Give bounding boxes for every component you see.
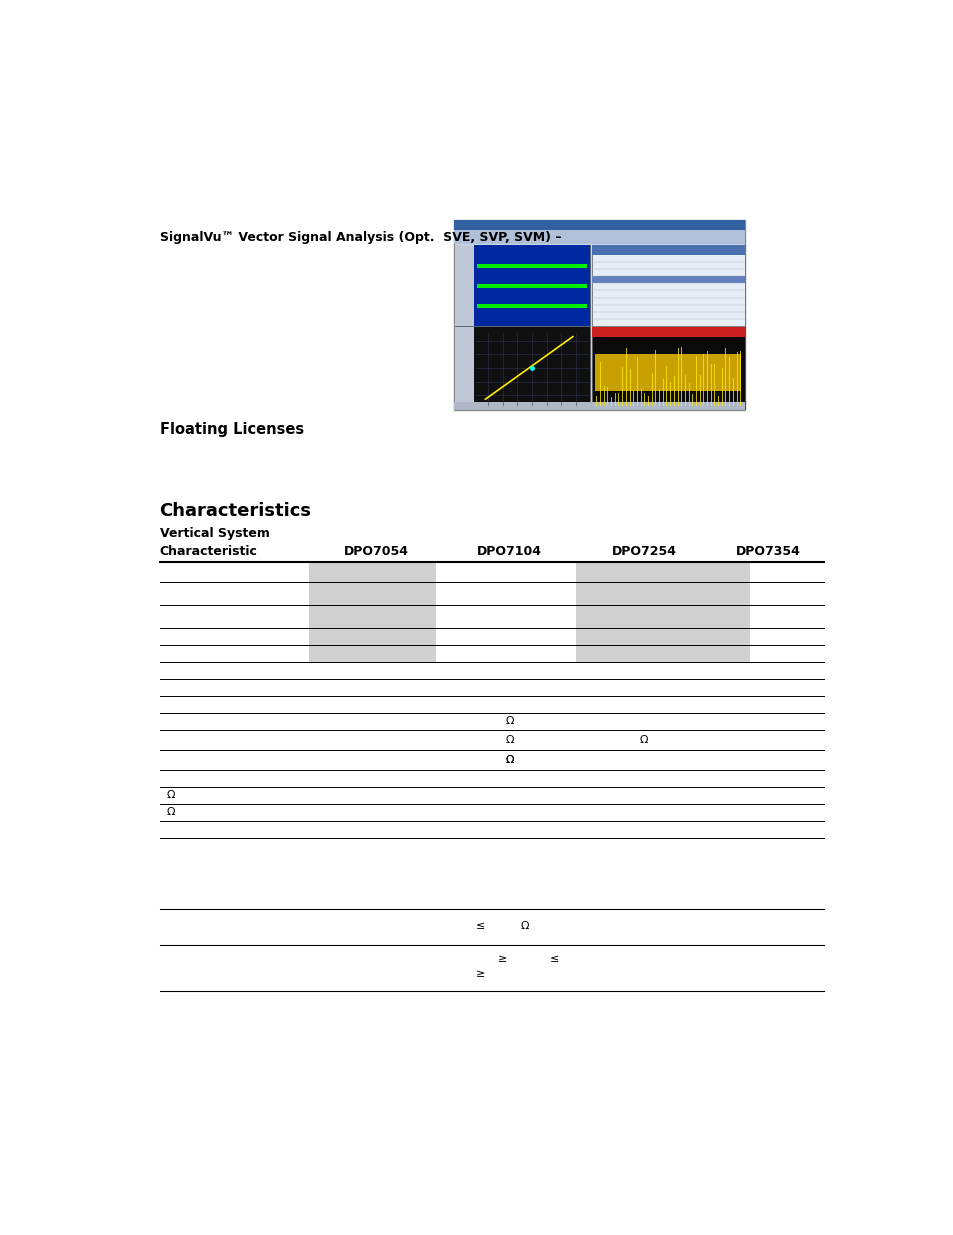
Bar bbox=[591, 327, 744, 337]
Bar bbox=[576, 582, 749, 605]
Text: ≤: ≤ bbox=[476, 921, 484, 931]
Bar bbox=[309, 562, 436, 582]
Text: DPO7054: DPO7054 bbox=[343, 545, 408, 558]
Text: DPO7254: DPO7254 bbox=[611, 545, 676, 558]
Text: Ω: Ω bbox=[167, 790, 175, 800]
Text: Vertical System: Vertical System bbox=[159, 527, 269, 540]
Text: DPO7354: DPO7354 bbox=[735, 545, 800, 558]
Bar bbox=[476, 284, 586, 288]
Bar bbox=[476, 264, 586, 268]
Bar bbox=[591, 246, 744, 256]
Text: Ω: Ω bbox=[505, 716, 514, 726]
Bar bbox=[576, 645, 749, 662]
Text: Characteristic: Characteristic bbox=[159, 545, 257, 558]
Bar bbox=[455, 246, 590, 326]
Text: Ω: Ω bbox=[167, 808, 175, 818]
Bar bbox=[309, 582, 436, 605]
Text: Ω: Ω bbox=[505, 755, 514, 764]
Bar bbox=[309, 605, 436, 629]
Bar bbox=[455, 327, 590, 409]
Bar bbox=[309, 629, 436, 645]
Bar bbox=[576, 629, 749, 645]
Bar bbox=[576, 562, 749, 582]
Text: Ω: Ω bbox=[505, 755, 514, 764]
Bar bbox=[454, 403, 744, 410]
Text: Ω: Ω bbox=[505, 735, 514, 745]
Bar bbox=[474, 327, 590, 409]
Bar bbox=[591, 246, 744, 326]
Text: Floating Licenses: Floating Licenses bbox=[159, 421, 303, 436]
Bar bbox=[455, 246, 474, 326]
Text: Ω: Ω bbox=[639, 735, 647, 745]
Bar bbox=[576, 605, 749, 629]
Bar bbox=[309, 645, 436, 662]
Bar bbox=[591, 327, 744, 409]
Bar bbox=[454, 220, 744, 230]
Text: SignalVu™ Vector Signal Analysis (Opt.  SVE, SVP, SVM) –: SignalVu™ Vector Signal Analysis (Opt. S… bbox=[159, 231, 560, 243]
Bar bbox=[454, 220, 744, 410]
Bar bbox=[476, 304, 586, 308]
Text: Characteristics: Characteristics bbox=[159, 503, 312, 520]
Text: Ω: Ω bbox=[519, 921, 528, 931]
Bar bbox=[455, 327, 474, 409]
Text: ≤: ≤ bbox=[549, 955, 558, 965]
Text: DPO7104: DPO7104 bbox=[476, 545, 542, 558]
Text: ≥: ≥ bbox=[476, 968, 484, 978]
Bar bbox=[474, 246, 590, 326]
Text: ≥: ≥ bbox=[497, 955, 507, 965]
Bar bbox=[595, 354, 740, 391]
Bar bbox=[454, 230, 744, 243]
Bar bbox=[591, 277, 744, 283]
